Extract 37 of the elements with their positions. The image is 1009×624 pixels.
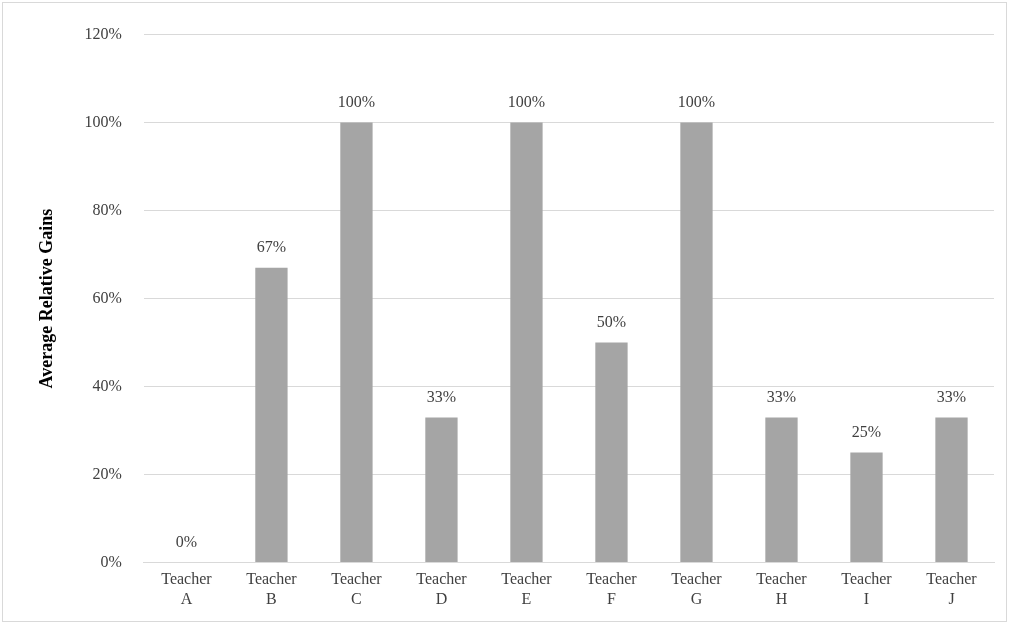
x-tick-label: Teacher A: [161, 570, 213, 607]
x-tick-label: Teacher G: [671, 570, 723, 607]
x-tick-label: Teacher D: [416, 570, 468, 607]
y-tick-label: 20%: [92, 464, 122, 482]
data-label: 25%: [851, 422, 882, 440]
y-tick-label: 100%: [84, 112, 122, 130]
x-tick-label: Teacher H: [756, 570, 808, 607]
bar: [850, 452, 883, 563]
y-axis-title: Average Relative Gains: [36, 208, 57, 389]
data-label: 50%: [596, 312, 627, 330]
data-label: 33%: [936, 387, 967, 405]
bar: [680, 122, 713, 563]
bar: [595, 342, 628, 563]
x-tick-label: Teacher C: [331, 570, 383, 607]
y-tick-label: 120%: [84, 24, 122, 42]
bar: [510, 122, 543, 563]
x-tick-label: Teacher J: [926, 570, 978, 607]
bar: [340, 122, 373, 563]
x-tick-label: Teacher I: [841, 570, 893, 607]
data-label: 100%: [337, 92, 376, 110]
x-tick-label: Teacher E: [501, 570, 553, 607]
data-label: 100%: [677, 92, 716, 110]
data-label: 67%: [256, 238, 287, 255]
y-tick-label: 0%: [100, 552, 122, 570]
bar: [255, 267, 288, 563]
data-label: 33%: [766, 387, 797, 405]
y-tick-label: 40%: [92, 376, 122, 394]
bar: [935, 417, 968, 563]
x-tick-label: Teacher B: [246, 570, 298, 607]
x-tick-label: Teacher F: [586, 570, 638, 607]
data-label: 0%: [175, 532, 198, 550]
y-tick-label: 80%: [92, 200, 122, 218]
bar: [425, 417, 458, 563]
data-label: 33%: [426, 387, 457, 405]
y-tick-label: 60%: [92, 288, 122, 306]
bar: [765, 417, 798, 563]
data-label: 100%: [507, 92, 546, 110]
